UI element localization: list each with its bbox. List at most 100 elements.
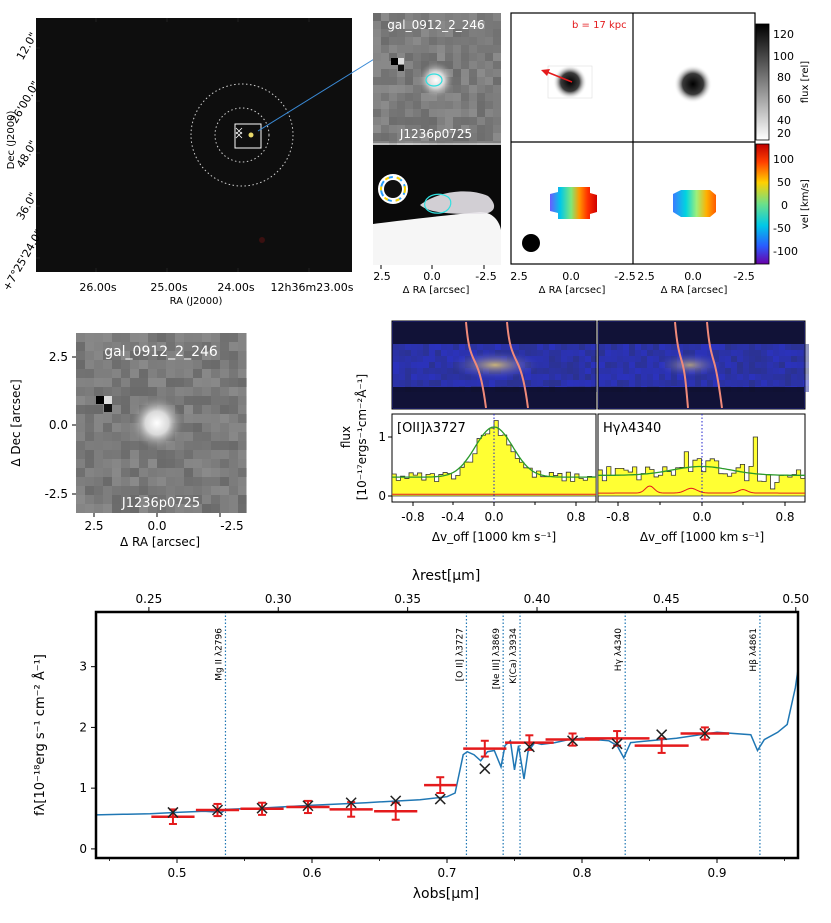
noise-pixel bbox=[85, 360, 94, 369]
spec-noise-pixel bbox=[405, 380, 411, 386]
noise-pixel bbox=[202, 441, 211, 450]
noise-pixel bbox=[405, 45, 413, 53]
noise-pixel bbox=[211, 486, 220, 495]
noise-pixel bbox=[477, 21, 485, 29]
noise-pixel bbox=[112, 396, 121, 405]
model-photometry bbox=[167, 727, 711, 818]
spec-noise-pixel bbox=[629, 374, 635, 380]
noise-pixel bbox=[238, 477, 247, 486]
noise-pixel bbox=[202, 387, 211, 396]
spec-noise-pixel bbox=[429, 356, 435, 362]
kin-xtick-right: 0.0 bbox=[684, 270, 702, 283]
noise-pixel bbox=[238, 459, 247, 468]
cutout-top-dark-pixel bbox=[391, 58, 398, 65]
noise-pixel bbox=[477, 125, 485, 133]
spec-noise-pixel bbox=[761, 368, 767, 374]
noise-pixel bbox=[85, 423, 94, 432]
noise-pixel bbox=[112, 432, 121, 441]
kin-vel-cbar-label: vel [km/s] bbox=[800, 179, 811, 229]
noise-pixel bbox=[94, 450, 103, 459]
noise-pixel bbox=[469, 37, 477, 45]
noise-pixel bbox=[405, 109, 413, 117]
noise-pixel bbox=[389, 85, 397, 93]
spec-noise-pixel bbox=[779, 350, 785, 356]
cutout-mid-ytick: 0.0 bbox=[49, 418, 68, 432]
noise-pixel bbox=[220, 342, 229, 351]
spec-noise-pixel bbox=[585, 356, 591, 362]
noise-pixel bbox=[166, 504, 175, 513]
noise-pixel bbox=[139, 450, 148, 459]
spec-noise-pixel bbox=[611, 356, 617, 362]
noise-pixel bbox=[229, 387, 238, 396]
noise-pixel bbox=[453, 133, 461, 141]
spec-noise-pixel bbox=[429, 374, 435, 380]
noise-pixel bbox=[157, 378, 166, 387]
model-phot-marker bbox=[345, 797, 357, 809]
cutout-mid-ytick: 2.5 bbox=[49, 350, 68, 364]
noise-pixel bbox=[397, 93, 405, 101]
noise-pixel bbox=[157, 333, 166, 342]
spec-noise-pixel bbox=[773, 380, 779, 386]
spec-noise-pixel bbox=[567, 368, 573, 374]
noise-pixel bbox=[220, 468, 229, 477]
noise-pixel bbox=[429, 125, 437, 133]
noise-pixel bbox=[493, 45, 501, 53]
spec-noise-pixel bbox=[641, 362, 647, 368]
noise-pixel bbox=[493, 85, 501, 93]
spec-noise-pixel bbox=[785, 356, 791, 362]
spec-noise-pixel bbox=[683, 350, 689, 356]
spec2d-oii-dark-band-top bbox=[393, 322, 596, 344]
spec-noise-pixel bbox=[803, 368, 809, 374]
noise-pixel bbox=[121, 504, 130, 513]
spec-noise-pixel bbox=[725, 362, 731, 368]
noise-pixel bbox=[477, 85, 485, 93]
noise-pixel bbox=[453, 101, 461, 109]
noise-pixel bbox=[76, 414, 85, 423]
noise-pixel bbox=[85, 441, 94, 450]
noise-pixel bbox=[220, 423, 229, 432]
spec-noise-pixel bbox=[743, 350, 749, 356]
noise-pixel bbox=[103, 477, 112, 486]
noise-pixel bbox=[238, 486, 247, 495]
noise-pixel bbox=[238, 441, 247, 450]
noise-pixel bbox=[229, 342, 238, 351]
noise-pixel bbox=[112, 441, 121, 450]
noise-pixel bbox=[193, 477, 202, 486]
noise-pixel bbox=[103, 342, 112, 351]
spec-noise-pixel bbox=[791, 380, 797, 386]
spec-noise-pixel bbox=[441, 380, 447, 386]
spec-noise-pixel bbox=[429, 368, 435, 374]
noise-pixel bbox=[148, 468, 157, 477]
noise-pixel bbox=[397, 109, 405, 117]
noise-pixel bbox=[405, 133, 413, 141]
spec-noise-pixel bbox=[519, 350, 525, 356]
spec-noise-pixel bbox=[441, 374, 447, 380]
noise-pixel bbox=[469, 85, 477, 93]
spec-noise-pixel bbox=[477, 380, 483, 386]
spec-noise-pixel bbox=[665, 344, 671, 350]
spec-noise-pixel bbox=[617, 344, 623, 350]
cutout-top-xtick-label: 2.5 bbox=[373, 270, 391, 283]
line-oii-xtick: -0.8 bbox=[401, 510, 424, 524]
noise-pixel bbox=[175, 333, 184, 342]
spec-noise-pixel bbox=[573, 374, 579, 380]
spec-noise-pixel bbox=[459, 350, 465, 356]
noise-pixel bbox=[130, 477, 139, 486]
noise-pixel bbox=[229, 333, 238, 342]
noise-pixel bbox=[112, 504, 121, 513]
spec-noise-pixel bbox=[755, 356, 761, 362]
spec-noise-pixel bbox=[435, 380, 441, 386]
cutout-color-star-core bbox=[384, 180, 402, 198]
spec-noise-pixel bbox=[543, 368, 549, 374]
kin-flux-map-edge bbox=[547, 65, 593, 99]
noise-pixel bbox=[421, 101, 429, 109]
noise-pixel bbox=[85, 504, 94, 513]
noise-pixel bbox=[453, 85, 461, 93]
noise-pixel bbox=[184, 378, 193, 387]
noise-pixel bbox=[381, 69, 389, 77]
spec-noise-pixel bbox=[605, 380, 611, 386]
spec-noise-pixel bbox=[611, 380, 617, 386]
spec-noise-pixel bbox=[653, 350, 659, 356]
spec-noise-pixel bbox=[647, 344, 653, 350]
noise-pixel bbox=[381, 93, 389, 101]
